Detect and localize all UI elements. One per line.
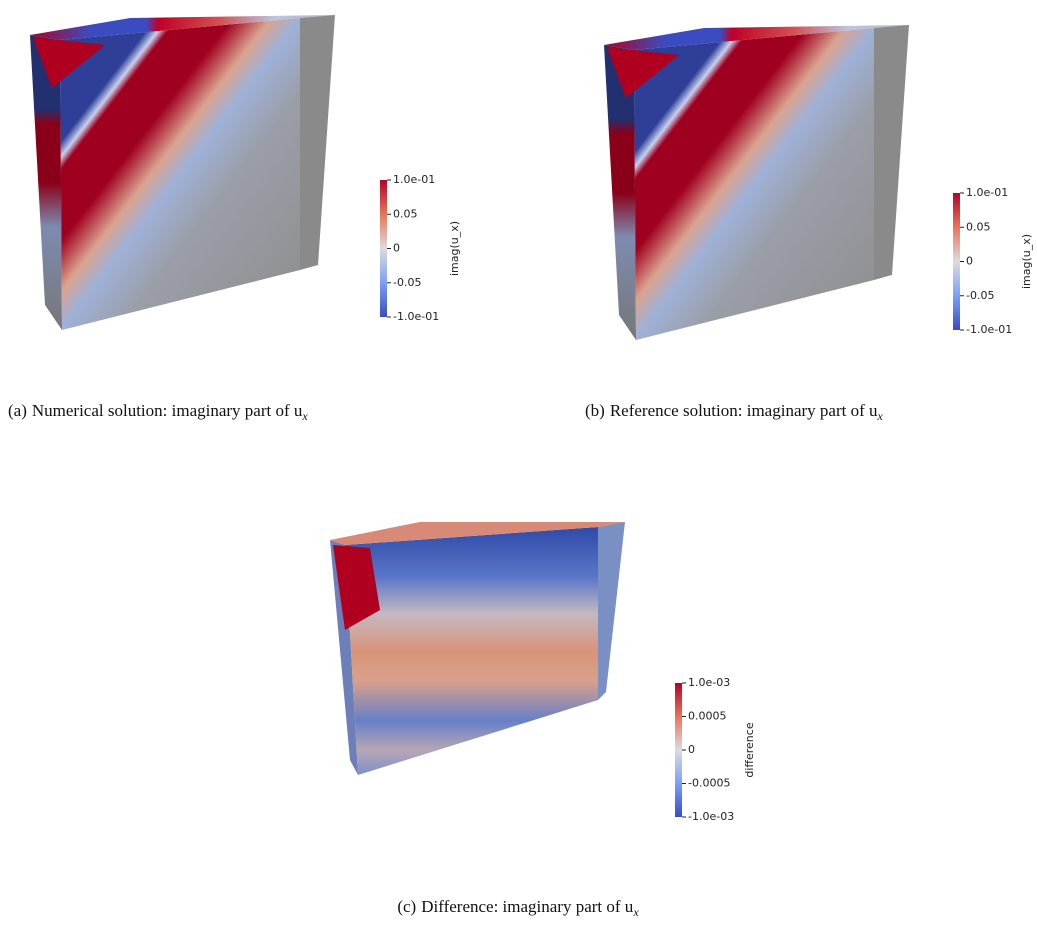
colorbar-tick-label: 1.0e-03: [688, 676, 730, 689]
colorbar-tick-label: 0: [688, 743, 695, 756]
caption-subscript: x: [877, 409, 884, 423]
caption-text: Difference: imaginary part of u: [421, 897, 634, 916]
caption: (a) Numerical solution: imaginary part of…: [8, 401, 308, 423]
colorbar-tick-label: 1.0e-01: [966, 186, 1008, 199]
colorbar-tick-label: 0.0005: [688, 710, 727, 723]
colorbar-title: difference: [743, 722, 756, 777]
render-c: [330, 522, 625, 775]
render-a: [30, 15, 335, 330]
colorbar-tick-label: 0: [966, 255, 973, 268]
colorbar: 1.0e-03 0.0005 0 -0.0005 -1.0e-03 difference: [675, 676, 756, 823]
colorbar-tick-label: 0.05: [966, 220, 991, 233]
caption-label: (b): [585, 401, 605, 420]
caption: (b) Reference solution: imaginary part of…: [585, 401, 884, 423]
colorbar-title: imag(u_x): [1020, 234, 1033, 289]
colorbar-gradient: [675, 683, 682, 817]
colorbar-tick-label: 1.0e-01: [393, 173, 435, 186]
caption-text: Numerical solution: imaginary part of u: [32, 401, 303, 420]
colorbar-tick-label: -1.0e-01: [393, 310, 439, 323]
colorbar: 1.0e-01 0.05 0 -0.05 -1.0e-01 imag(u_x): [380, 173, 461, 323]
caption: (c) Difference: imaginary part of ux: [397, 897, 639, 919]
colorbar-tick-label: -0.05: [393, 276, 421, 289]
caption-subscript: x: [632, 905, 639, 919]
colorbar-tick-label: -1.0e-03: [688, 810, 734, 823]
colorbar-gradient: [380, 180, 387, 317]
colorbar-tick-label: -0.0005: [688, 777, 730, 790]
colorbar-gradient: [953, 193, 960, 330]
colorbar: 1.0e-01 0.05 0 -0.05 -1.0e-01 imag(u_x): [953, 186, 1033, 336]
caption-text: Reference solution: imaginary part of u: [610, 401, 878, 420]
colorbar-tick-label: 0.05: [393, 207, 418, 220]
caption-label: (c): [397, 897, 416, 916]
colorbar-title: imag(u_x): [448, 221, 461, 276]
render-b: [604, 25, 909, 340]
colorbar-tick-label: 0: [393, 242, 400, 255]
caption-label: (a): [8, 401, 27, 420]
colorbar-tick-label: -0.05: [966, 289, 994, 302]
caption-subscript: x: [301, 409, 308, 423]
colorbar-tick-label: -1.0e-01: [966, 323, 1012, 336]
